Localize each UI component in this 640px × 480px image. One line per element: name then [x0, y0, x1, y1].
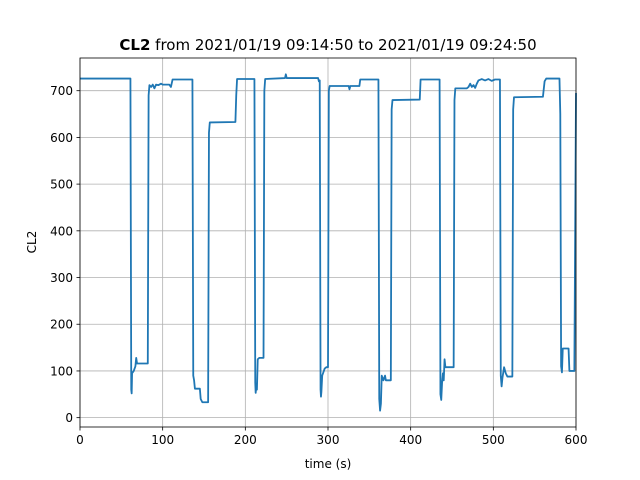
x-tick-label: 0 [76, 433, 84, 447]
chart-title-bold: CL2 [119, 36, 150, 54]
y-axis-label: CL2 [25, 231, 39, 254]
y-axis-ticks: 0 100 200 300 400 500 600 700 [50, 84, 80, 425]
y-tick-label: 600 [50, 131, 73, 145]
y-tick-label: 200 [50, 318, 73, 332]
y-tick-label: 700 [50, 84, 73, 98]
x-axis-label: time (s) [305, 457, 352, 471]
x-tick-label: 400 [399, 433, 422, 447]
chart-title: CL2 from 2021/01/19 09:14:50 to 2021/01/… [119, 36, 536, 54]
x-tick-label: 100 [151, 433, 174, 447]
chart-title-rest: from 2021/01/19 09:14:50 to 2021/01/19 0… [150, 36, 536, 54]
y-tick-label: 400 [50, 224, 73, 238]
y-tick-label: 0 [65, 411, 73, 425]
y-tick-label: 100 [50, 364, 73, 378]
y-tick-label: 500 [50, 178, 73, 192]
x-tick-label: 300 [317, 433, 340, 447]
x-axis-ticks: 0 100 200 300 400 500 600 [76, 427, 587, 447]
x-tick-label: 600 [565, 433, 588, 447]
x-tick-label: 200 [234, 433, 257, 447]
series-line [80, 73, 577, 412]
x-tick-label: 500 [482, 433, 505, 447]
y-tick-label: 300 [50, 271, 73, 285]
series-layer [80, 73, 577, 412]
